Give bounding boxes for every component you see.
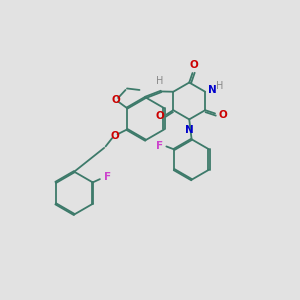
Text: N: N xyxy=(208,85,216,95)
Text: N: N xyxy=(185,125,194,135)
Text: H: H xyxy=(217,81,224,92)
Text: O: O xyxy=(189,60,198,70)
Text: H: H xyxy=(156,76,163,86)
Text: O: O xyxy=(155,110,164,121)
Text: O: O xyxy=(110,131,119,141)
Text: F: F xyxy=(104,172,111,182)
Text: F: F xyxy=(156,141,163,152)
Text: O: O xyxy=(219,110,227,120)
Text: O: O xyxy=(111,95,120,105)
